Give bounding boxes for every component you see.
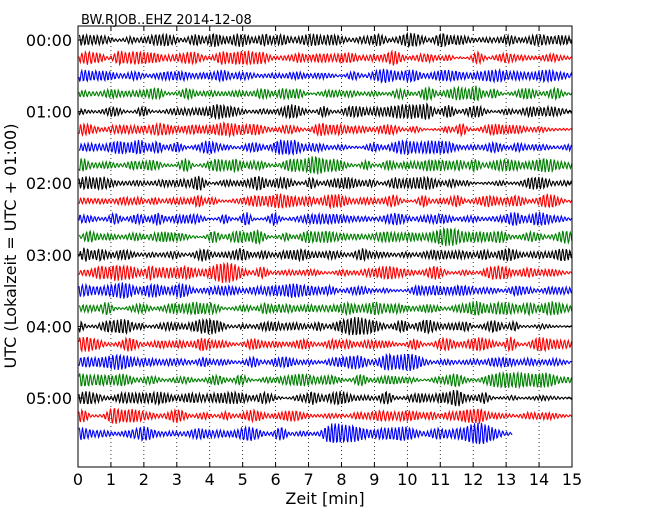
x-tick-label: 15 [562,470,582,489]
seismic-trace-line [78,85,573,102]
seismic-trace-line [78,102,573,121]
x-tick-label: 5 [238,470,248,489]
x-tick-label: 2 [139,470,149,489]
seismic-trace-line [78,316,572,336]
y-tick-label: 03:00 [26,246,72,265]
seismic-trace-line [78,352,573,372]
y-axis-label: UTC (Lokalzeit = UTC + 01:00) [1,124,20,369]
x-tick-label: 4 [205,470,215,489]
y-tick-label: 02:00 [26,174,72,193]
x-axis: 0 1 2 3 4 5 6 7 8 9 10 11 12 13 14 15 [73,26,582,489]
seismic-trace-line [78,175,573,192]
x-axis-label: Zeit [min] [285,489,364,508]
x-tick-label: 3 [172,470,182,489]
seismic-trace-line [78,193,573,210]
seismic-trace-line [78,155,573,175]
x-tick-label: 10 [397,470,417,489]
seismic-traces [78,31,573,445]
seismic-trace-line [78,138,573,156]
seismic-trace-line [78,49,573,67]
x-tick-label: 7 [303,470,313,489]
seismic-trace-line [78,211,573,227]
seismic-trace-line [78,261,573,284]
chart-title: BW.RJOB..EHZ 2014-12-08 [81,13,252,28]
x-tick-label: 12 [463,470,483,489]
minute-grid [110,26,540,467]
seismic-trace-line [78,120,573,139]
x-tick-label: 14 [529,470,549,489]
x-tick-label: 0 [73,470,83,489]
plot-frame [77,25,573,468]
x-tick-label: 9 [369,470,379,489]
y-axis: 00:00 01:00 02:00 03:00 04:00 05:00 [26,31,572,408]
y-tick-label: 01:00 [26,103,72,122]
seismic-trace-line [78,67,573,84]
x-tick-label: 6 [271,470,281,489]
seismic-trace-line [78,300,573,317]
seismic-trace-line [78,336,573,354]
seismic-trace-line [78,370,573,390]
seismic-trace-line [78,247,573,263]
x-tick-label: 1 [106,470,116,489]
x-tick-label: 11 [430,470,450,489]
seismic-trace-line [78,407,573,424]
seismic-trace-line [78,282,572,299]
seismic-trace-line [78,389,573,407]
y-tick-label: 04:00 [26,317,72,336]
seismic-trace-line [78,226,573,247]
x-tick-label: 13 [496,470,516,489]
seismic-trace-line [78,422,513,445]
y-tick-label: 05:00 [26,389,72,408]
seismic-trace-line [78,31,573,49]
x-tick-label: 8 [336,470,346,489]
y-tick-label: 00:00 [26,31,72,50]
